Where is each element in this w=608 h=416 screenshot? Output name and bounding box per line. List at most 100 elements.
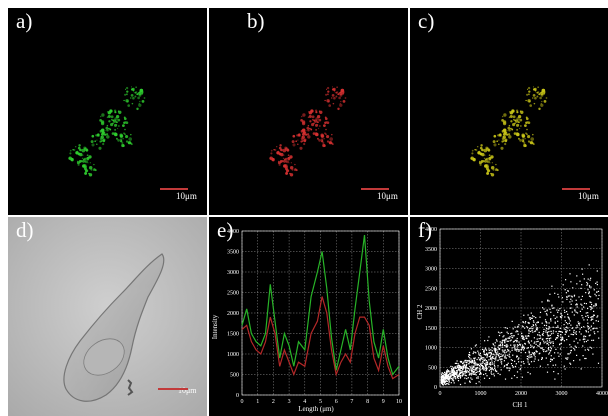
- scatter-point: [572, 334, 575, 336]
- scatter-point: [441, 376, 444, 378]
- scatter-point: [520, 351, 522, 354]
- scatter-point: [483, 351, 485, 353]
- fluorescent-speckle: [114, 111, 117, 114]
- scatter-point: [453, 380, 455, 382]
- scatter-point: [579, 339, 581, 341]
- scatter-point: [468, 354, 470, 356]
- scatter-point: [457, 376, 459, 378]
- scatter-point: [585, 312, 587, 314]
- scatter-point: [496, 349, 498, 351]
- fluorescent-speckle: [122, 137, 124, 140]
- scatter-point: [592, 339, 595, 341]
- scatter-point: [574, 349, 576, 351]
- scatter-point: [566, 296, 568, 298]
- scatter-point: [448, 383, 450, 385]
- scatter-point: [454, 375, 456, 378]
- fluorescent-speckle: [307, 135, 311, 139]
- scatter-point: [461, 361, 463, 363]
- scatter-point: [507, 345, 509, 347]
- scatter-point: [516, 356, 518, 358]
- scatter-point: [453, 372, 455, 374]
- scatter-point: [509, 368, 511, 370]
- scatter-point: [522, 338, 524, 340]
- fluorescent-speckle: [72, 160, 74, 162]
- scale-bar: [562, 188, 590, 190]
- scatter-point: [452, 378, 454, 381]
- fluorescent-speckle: [297, 143, 299, 145]
- scatter-point: [527, 341, 529, 343]
- scatter-point: [471, 360, 473, 362]
- scatter-point: [501, 344, 503, 346]
- fluorescent-speckle: [322, 141, 325, 145]
- scatter-point: [531, 345, 533, 347]
- scatter-point: [522, 361, 524, 363]
- scatter-point: [504, 342, 506, 344]
- fluorescent-speckle: [325, 93, 328, 96]
- scatter-point: [459, 370, 461, 372]
- scatter-point: [527, 347, 529, 349]
- scatter-point: [524, 322, 526, 324]
- scatter-point: [587, 315, 589, 317]
- fluorescent-speckle: [280, 152, 284, 157]
- scatter-point: [544, 310, 546, 313]
- y-tick-label: 3500: [425, 247, 437, 253]
- scatter-point: [460, 371, 462, 374]
- scatter-point: [443, 378, 445, 380]
- fluorescent-speckle: [483, 157, 485, 159]
- scatter-point: [568, 317, 570, 319]
- scatter-point: [494, 342, 496, 344]
- scatter-point: [501, 361, 503, 363]
- scatter-point: [571, 300, 573, 302]
- scatter-point: [499, 343, 501, 345]
- scatter-point: [502, 343, 504, 345]
- scatter-point: [530, 344, 532, 346]
- scatter-point: [488, 363, 490, 365]
- scatter-point: [519, 344, 521, 346]
- scatter-point: [441, 381, 443, 383]
- fluorescent-speckle: [283, 159, 286, 163]
- scatter-point: [539, 311, 542, 313]
- scatter-point: [536, 338, 538, 340]
- scatter-point: [519, 368, 521, 370]
- fluorescent-speckle: [119, 133, 123, 137]
- fluorescent-speckle: [521, 133, 525, 137]
- scatter-point: [529, 356, 531, 358]
- scatter-point: [502, 339, 504, 341]
- scatter-point: [560, 317, 563, 319]
- scatter-point: [561, 297, 563, 299]
- scatter-point: [591, 307, 593, 309]
- fluorescent-speckle: [113, 131, 117, 136]
- scatter-point: [564, 311, 566, 313]
- panel-b-label: b): [247, 9, 265, 33]
- scatter-point: [528, 332, 530, 334]
- scatter-point: [505, 351, 507, 353]
- fluorescent-speckle: [324, 99, 326, 102]
- scatter-point: [558, 330, 560, 333]
- fluorescent-speckle: [134, 95, 137, 98]
- fluorescent-speckle: [135, 86, 137, 88]
- fluorescent-speckle: [136, 107, 139, 111]
- scatter-point: [449, 372, 451, 375]
- fluorescent-speckle: [99, 140, 102, 143]
- scatter-point: [536, 341, 538, 343]
- scatter-point: [459, 367, 461, 370]
- fluorescent-speckle: [327, 100, 330, 103]
- scatter-point: [596, 284, 598, 286]
- scatter-point: [550, 349, 552, 352]
- scatter-point: [588, 335, 590, 337]
- scatter-point: [483, 360, 485, 362]
- scatter-point: [590, 277, 592, 279]
- fluorescent-speckle: [284, 146, 288, 150]
- scatter-point: [515, 363, 517, 365]
- fluorescent-speckle: [324, 116, 327, 119]
- scatter-point: [471, 368, 473, 370]
- scatter-point: [525, 321, 527, 323]
- scatter-point: [525, 337, 527, 339]
- scatter-point: [581, 304, 583, 306]
- scatter-point: [528, 363, 530, 365]
- y-tick-label: 3500: [227, 250, 239, 256]
- scatter-point: [597, 315, 599, 317]
- scatter-point: [505, 344, 507, 346]
- fluorescent-speckle: [337, 107, 340, 111]
- scatter-point: [485, 349, 488, 351]
